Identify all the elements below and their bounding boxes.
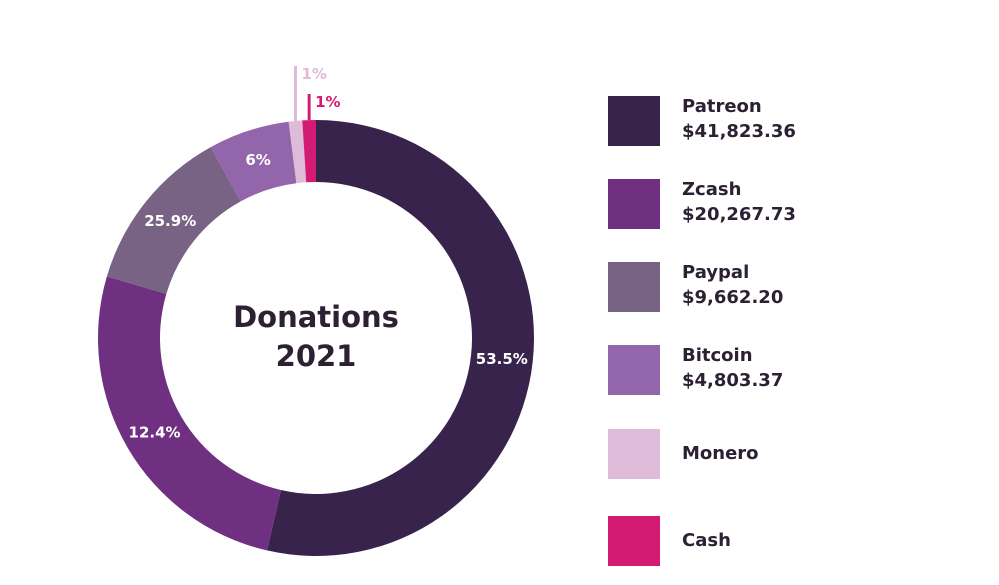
legend-label: Paypal (682, 262, 750, 283)
legend-item-patreon: Patreon $41,823.36 (608, 96, 978, 146)
legend-label: Monero (682, 443, 759, 464)
legend-text: Cash (682, 528, 731, 553)
slice-monero (288, 120, 307, 184)
legend-item-monero: Monero (608, 429, 978, 479)
slice-bitcoin (210, 121, 297, 202)
slice-percent-label: 12.4% (129, 423, 181, 441)
chart-title-line-2: 2021 (276, 339, 357, 373)
legend-item-zcash: Zcash $20,267.73 (608, 179, 978, 229)
slice-percent-label: 53.5% (476, 350, 528, 368)
legend-swatch (608, 429, 660, 479)
legend-amount: $20,267.73 (682, 204, 796, 225)
slice-callouts: 1% 1% (293, 65, 341, 121)
legend-swatch (608, 516, 660, 566)
legend-swatch (608, 262, 660, 312)
slice-zcash (97, 276, 281, 551)
slice-paypal (106, 147, 241, 294)
legend-label: Cash (682, 530, 731, 551)
legend-swatch (608, 96, 660, 146)
legend-amount: $9,662.20 (682, 287, 784, 308)
chart-title-line-1: Donations (233, 300, 399, 334)
legend-item-paypal: Paypal $9,662.20 (608, 262, 978, 312)
legend-amount: $41,823.36 (682, 121, 796, 142)
callout-percent-label: 1% (315, 93, 340, 111)
legend-label: Bitcoin (682, 345, 753, 366)
slice-patreon (267, 120, 535, 556)
legend-text: Paypal $9,662.20 (682, 260, 783, 310)
legend-text: Patreon $41,823.36 (682, 94, 796, 144)
slice-labels: 53.5% 12.4% 25.9% 6% (129, 151, 528, 441)
legend-label: Patreon (682, 96, 762, 117)
slice-percent-label: 6% (245, 151, 270, 169)
legend-swatch (608, 179, 660, 229)
legend-item-cash: Cash (608, 516, 978, 566)
legend-swatch (608, 345, 660, 395)
callout-percent-label: 1% (301, 65, 326, 83)
legend-item-bitcoin: Bitcoin $4,803.37 (608, 345, 978, 395)
legend-label: Zcash (682, 179, 742, 200)
slice-cash (302, 120, 316, 183)
legend-amount: $4,803.37 (682, 370, 784, 391)
legend-text: Monero (682, 441, 759, 466)
slice-percent-label: 25.9% (144, 212, 196, 230)
donut-slices (97, 120, 535, 556)
legend-text: Zcash $20,267.73 (682, 177, 796, 227)
legend-text: Bitcoin $4,803.37 (682, 343, 783, 393)
